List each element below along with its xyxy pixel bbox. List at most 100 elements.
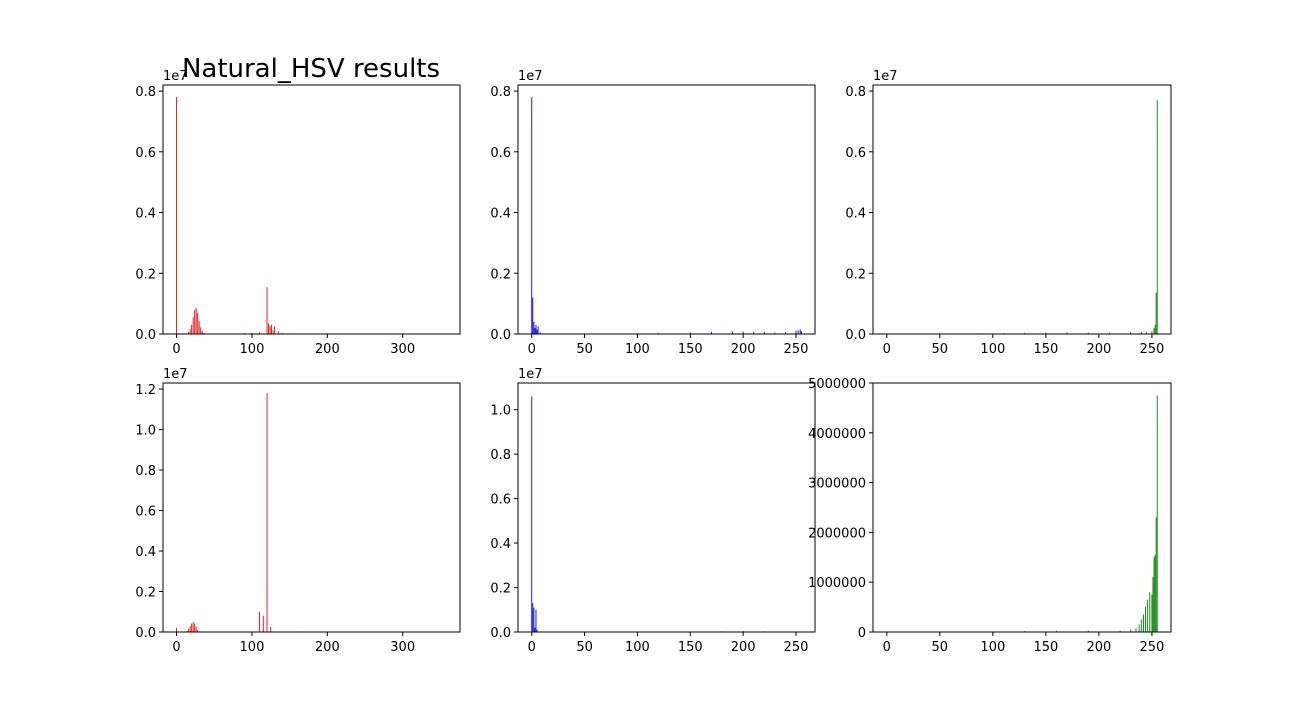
histogram-bar	[274, 326, 276, 334]
axes-frame	[517, 382, 816, 633]
subplot-2: 0 50 100 150 200 250 0.0 0.2 0.4 0.6 0.8 1e7	[490, 69, 816, 357]
x-tick-label: 250	[784, 640, 809, 655]
histogram-bar	[535, 609, 537, 632]
histogram-bar	[176, 97, 178, 335]
subplot-6: 0 50 100 150 200 250 0 1000000 2000000 3000000 400…	[808, 377, 1172, 655]
histogram-bar	[188, 628, 190, 632]
y-tick-label: 0.8	[135, 464, 156, 479]
x-tick-label: 50	[576, 342, 593, 357]
histogram-bar	[800, 330, 802, 334]
y-tick-label: 0.8	[135, 85, 156, 100]
histogram-bar	[195, 626, 197, 632]
histogram-bar	[534, 327, 536, 334]
histogram-bar	[197, 312, 199, 334]
y-axis-offset-label: 1e7	[163, 69, 188, 84]
histogram-bar	[259, 611, 260, 632]
x-tick-label: 0	[528, 342, 536, 357]
histogram-bar	[268, 323, 269, 334]
histogram-bar	[533, 607, 535, 632]
histogram-bar	[1087, 630, 1089, 632]
histogram-bar	[1152, 577, 1154, 632]
y-tick-label: 0.4	[490, 537, 511, 552]
x-tick-label: 250	[1139, 342, 1164, 357]
histogram-bar	[266, 393, 268, 632]
histogram-bar	[799, 329, 801, 334]
histogram-bar	[1140, 331, 1142, 334]
y-axis-offset-label: 1e7	[518, 367, 543, 382]
histogram-bar	[270, 626, 272, 632]
histogram-bar	[732, 331, 734, 334]
x-tick-label: 250	[784, 342, 809, 357]
subplot-5: 0 50 100 150 200 250 0.0 0.2 0.4 0.6 0.8 1.0 1e7	[490, 367, 816, 655]
y-tick-label: 3000000	[808, 477, 866, 492]
histogram-bar	[1045, 332, 1047, 334]
histogram-bar	[1066, 332, 1068, 334]
histogram-bar	[797, 330, 799, 334]
histogram-bar	[763, 332, 765, 334]
y-tick-label: 0.2	[490, 267, 511, 282]
y-tick-label: 0.8	[490, 85, 511, 100]
x-tick-label: 100	[980, 342, 1005, 357]
histogram-bar	[774, 332, 776, 334]
x-tick-label: 200	[315, 342, 340, 357]
histogram-bar	[201, 330, 203, 334]
x-tick-label: 0	[883, 640, 891, 655]
histogram-bar	[753, 331, 755, 334]
x-tick-label: 150	[678, 640, 703, 655]
histogram-bar	[1024, 332, 1026, 334]
y-tick-label: 0.0	[490, 328, 511, 343]
axes-frame	[517, 84, 816, 335]
histogram-bar	[251, 332, 253, 334]
histogram-bar	[1130, 629, 1132, 632]
histogram-bar	[192, 317, 194, 334]
histogram-bar	[1149, 592, 1151, 632]
y-tick-label: 0.6	[490, 146, 511, 161]
histogram-bar	[1156, 100, 1158, 335]
histogram-bar	[192, 621, 194, 632]
subplot-4: 0 100 200 300 0.0 0.2 0.4 0.6 0.8 1.0 1.2 1e7	[135, 367, 461, 655]
y-tick-label: 0.2	[845, 267, 866, 282]
y-tick-label: 1000000	[808, 576, 866, 591]
histogram-bar	[534, 627, 536, 632]
histogram-bar	[710, 331, 712, 334]
histogram-bar	[1154, 324, 1156, 334]
histogram-bar	[532, 603, 534, 632]
y-tick-label: 2000000	[808, 526, 866, 541]
x-tick-label: 200	[1086, 342, 1111, 357]
histogram-bar	[1056, 630, 1057, 632]
subplot-1: 0 100 200 300 0.0 0.2 0.4 0.6 0.8 1e7	[135, 69, 461, 357]
axes-frame	[872, 382, 1172, 633]
histogram-bar	[1147, 599, 1149, 632]
bar-series	[981, 100, 1158, 335]
histogram-bar	[532, 297, 534, 334]
histogram-bar	[200, 327, 202, 334]
x-tick-label: 200	[731, 342, 756, 357]
histogram-bar	[742, 331, 744, 334]
histogram-bar	[272, 330, 274, 334]
histogram-bar	[1154, 554, 1156, 632]
histogram-bar	[531, 396, 533, 632]
x-tick-label: 150	[1033, 342, 1058, 357]
histogram-bar	[536, 629, 538, 632]
bar-series	[992, 395, 1158, 632]
histogram-bar	[189, 329, 191, 334]
histogram-bar	[784, 332, 786, 334]
histogram-bar	[194, 623, 196, 632]
y-tick-label: 0.6	[845, 146, 866, 161]
y-tick-label: 0.8	[845, 85, 866, 100]
y-axis-offset-label: 1e7	[163, 367, 188, 382]
histogram-bar	[1119, 630, 1121, 632]
histogram-bar	[189, 626, 191, 632]
y-tick-label: 0.2	[135, 267, 156, 282]
y-tick-label: 0.4	[845, 207, 866, 222]
x-tick-label: 100	[240, 640, 265, 655]
histogram-bar	[186, 630, 188, 632]
bar-series	[176, 393, 302, 632]
y-tick-label: 0.2	[490, 582, 511, 597]
y-tick-label: 1.0	[135, 424, 156, 439]
y-tick-label: 0.0	[845, 328, 866, 343]
subplot-3: 0 50 100 150 200 250 0.0 0.2 0.4 0.6 0.8 1e7	[845, 69, 1172, 357]
x-tick-label: 150	[678, 342, 703, 357]
x-tick-label: 0	[172, 640, 180, 655]
